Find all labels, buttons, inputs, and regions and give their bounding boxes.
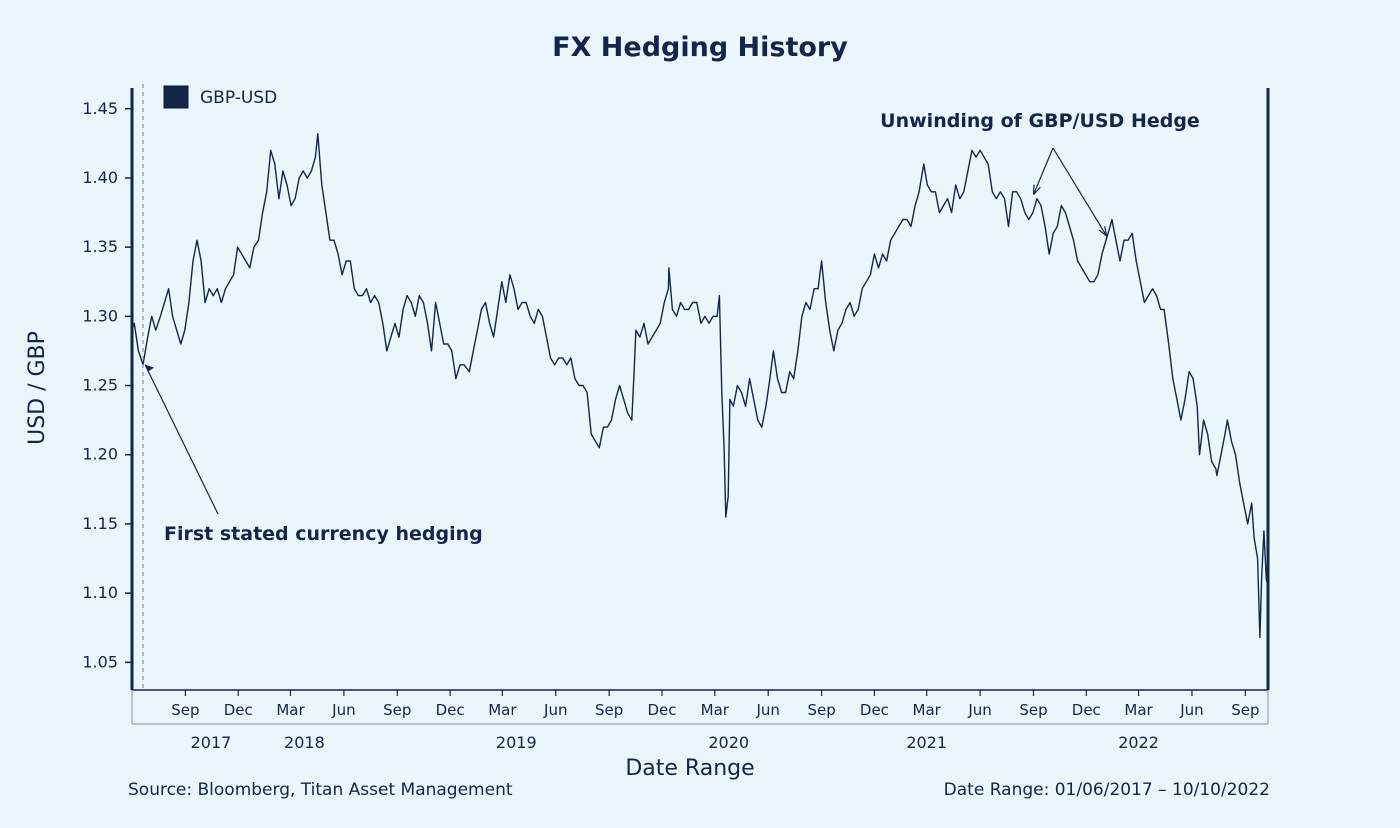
x-month-label: Mar — [701, 701, 730, 719]
x-axis-title: Date Range — [625, 756, 754, 781]
x-month-label: Jun — [331, 701, 355, 719]
x-year-label: 2017 — [191, 733, 232, 752]
y-tick-label: 1.10 — [82, 583, 118, 602]
x-year-label: 2020 — [708, 733, 749, 752]
footer-source: Source: Bloomberg, Titan Asset Managemen… — [128, 780, 513, 800]
x-month-label: Jun — [543, 701, 567, 719]
legend: GBP-USD — [163, 85, 277, 109]
annotation-arrowhead-first-hedge — [145, 364, 155, 372]
x-month-label: Dec — [436, 701, 465, 719]
legend-swatch-gbp-usd — [163, 85, 189, 109]
y-tick-label: 1.35 — [82, 237, 118, 256]
x-month-label: Mar — [913, 701, 942, 719]
x-year-label: 2019 — [496, 733, 537, 752]
y-tick-label: 1.30 — [82, 306, 118, 325]
annotation-layer: First stated currency hedging Unwinding o… — [142, 84, 1200, 690]
y-tick-label: 1.25 — [82, 376, 118, 395]
y-tick-label: 1.05 — [82, 652, 118, 671]
x-year-label: 2022 — [1118, 733, 1159, 752]
y-tick-label: 1.40 — [82, 168, 118, 187]
x-month-label: Jun — [1179, 701, 1203, 719]
x-month-label: Sep — [1019, 701, 1047, 719]
x-month-label: Dec — [224, 701, 253, 719]
annotation-arrow-first-hedge — [144, 364, 219, 515]
x-month-label: Dec — [1072, 701, 1101, 719]
x-month-label: Mar — [276, 701, 305, 719]
x-month-label: Sep — [383, 701, 411, 719]
y-axis-ticks: 1.05 1.10 1.15 1.20 1.25 1.30 1.35 1.40 1.45 — [82, 99, 132, 671]
series-layer — [131, 133, 1269, 639]
annotation-arrowhead-unwind-1 — [1032, 184, 1041, 195]
x-month-label: Jun — [967, 701, 991, 719]
x-month-label: Sep — [171, 701, 199, 719]
plot-frame — [130, 88, 1270, 725]
annotation-first-hedge: First stated currency hedging — [164, 523, 483, 545]
y-tick-label: 1.45 — [82, 99, 118, 118]
x-month-label: Sep — [595, 701, 623, 719]
x-month-label: Mar — [1124, 701, 1153, 719]
y-axis-title: USD / GBP — [25, 331, 50, 445]
annotation-unwind-hedge: Unwinding of GBP/USD Hedge — [880, 110, 1200, 132]
x-year-label: 2021 — [906, 733, 947, 752]
x-year-label: 2018 — [284, 733, 325, 752]
x-month-label: Dec — [860, 701, 889, 719]
x-axis-ticks: Sep Dec Mar Jun Sep Dec Mar Jun Sep Dec Mar Jun Sep D… — [171, 690, 1260, 752]
annotation-arrow-unwind-2 — [1052, 147, 1108, 237]
y-tick-label: 1.15 — [82, 514, 118, 533]
annotation-arrowhead-unwind-2 — [1098, 226, 1108, 237]
series-line-gbp-usd — [131, 133, 1269, 639]
chart-title: FX Hedging History — [552, 32, 848, 63]
x-month-label: Sep — [1231, 701, 1259, 719]
x-month-label: Dec — [647, 701, 676, 719]
x-month-label: Jun — [755, 701, 779, 719]
x-month-label: Sep — [807, 701, 835, 719]
footer-date-range: Date Range: 01/06/2017 – 10/10/2022 — [944, 780, 1270, 800]
legend-label-gbp-usd: GBP-USD — [200, 88, 277, 108]
annotation-arrow-unwind-1 — [1032, 147, 1054, 195]
y-tick-label: 1.20 — [82, 445, 118, 464]
x-month-label: Mar — [488, 701, 517, 719]
